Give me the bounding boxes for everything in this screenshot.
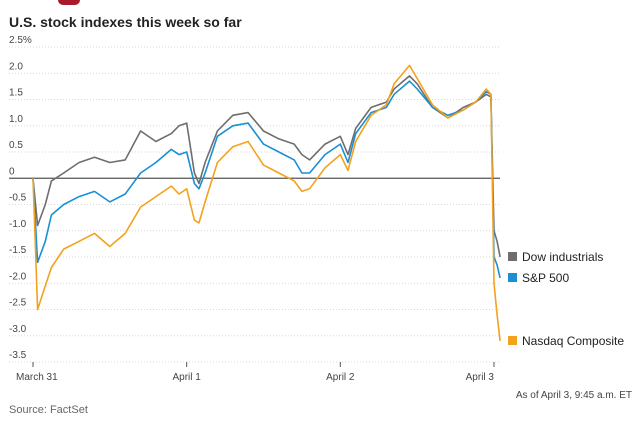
series-line-sp500 — [32, 80, 501, 279]
legend: Dow industrials S&P 500 Nasdaq Composite — [508, 250, 624, 348]
y-axis-ticks: 2.5% 2.0 1.5 1.0 0.5 0 -0.5 -1.0 -1.5 -2.0 -2.5 -3.… — [9, 35, 32, 361]
legend-swatch-nasdaq — [508, 336, 517, 345]
series-line-nasdaq — [32, 64, 501, 342]
series-lines — [32, 64, 501, 342]
y-tick-label: 0 — [9, 166, 15, 177]
y-tick-label: 2.5% — [9, 35, 32, 46]
y-tick-label: 1.5 — [9, 88, 23, 99]
y-tick-label: -0.5 — [9, 193, 27, 204]
source-note: Source: FactSet — [9, 404, 88, 416]
x-tick-label: April 2 — [326, 372, 355, 383]
y-tick-label: -2.0 — [9, 271, 27, 282]
chart-title: U.S. stock indexes this week so far — [9, 14, 242, 30]
legend-label-dow: Dow industrials — [522, 250, 603, 264]
y-tick-label: 2.0 — [9, 61, 23, 72]
x-tick-label: March 31 — [16, 372, 58, 383]
y-tick-label: 0.5 — [9, 140, 23, 151]
legend-swatch-dow — [508, 252, 517, 261]
x-tick-label: April 3 — [466, 372, 495, 383]
y-tick-label: -3.5 — [9, 350, 27, 361]
x-tick-label: April 1 — [172, 372, 201, 383]
x-axis-ticks: March 31 April 1 April 2 April 3 — [16, 362, 495, 383]
legend-label-nasdaq: Nasdaq Composite — [522, 334, 624, 348]
y-tick-label: -1.5 — [9, 245, 27, 256]
y-tick-label: -2.5 — [9, 298, 27, 309]
as-of-note: As of April 3, 9:45 a.m. ET — [515, 390, 632, 401]
brand-mark — [58, 0, 80, 5]
gridlines — [9, 46, 500, 363]
legend-label-sp500: S&P 500 — [522, 271, 569, 285]
legend-swatch-sp500 — [508, 273, 517, 282]
y-tick-label: -3.0 — [9, 324, 27, 335]
y-tick-label: 1.0 — [9, 114, 23, 125]
y-tick-label: -1.0 — [9, 219, 27, 230]
